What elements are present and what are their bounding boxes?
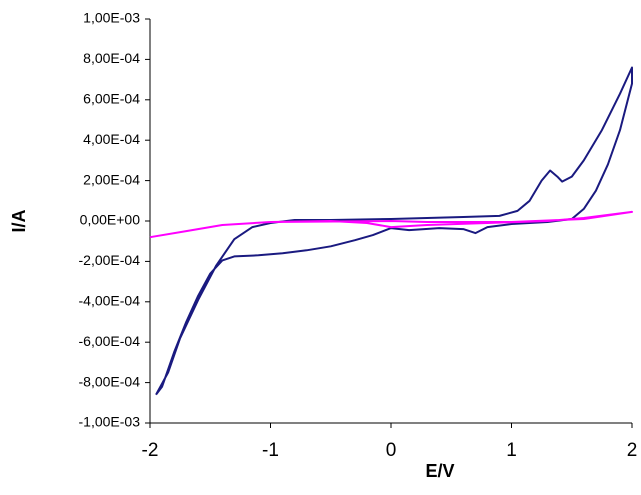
y-tick-label: -1,00E-03 [79,414,141,430]
y-tick-label: -8,00E-04 [79,373,141,389]
x-axis-label: E/V [425,461,454,481]
y-tick-label: -4,00E-04 [79,293,141,309]
series-line [149,210,633,239]
x-tick-label: 0 [386,440,397,461]
y-tick-label: 1,00E-03 [83,10,140,26]
y-tick-label: 4,00E-04 [83,131,140,147]
y-tick-label: -6,00E-04 [79,333,141,349]
x-tick-label: 1 [506,440,517,461]
x-tick-label: 2 [627,440,638,461]
y-tick-label: 8,00E-04 [83,50,140,66]
y-tick-label: 0,00E+00 [80,212,141,228]
series-line [155,66,633,396]
y-axis-label: I/A [9,209,29,232]
y-tick-label: 6,00E-04 [83,91,140,107]
x-tick-label: -1 [262,440,279,461]
y-tick-label: -2,00E-04 [79,252,141,268]
y-tick-label: 2,00E-04 [83,171,140,187]
x-tick-label: -2 [142,440,159,461]
